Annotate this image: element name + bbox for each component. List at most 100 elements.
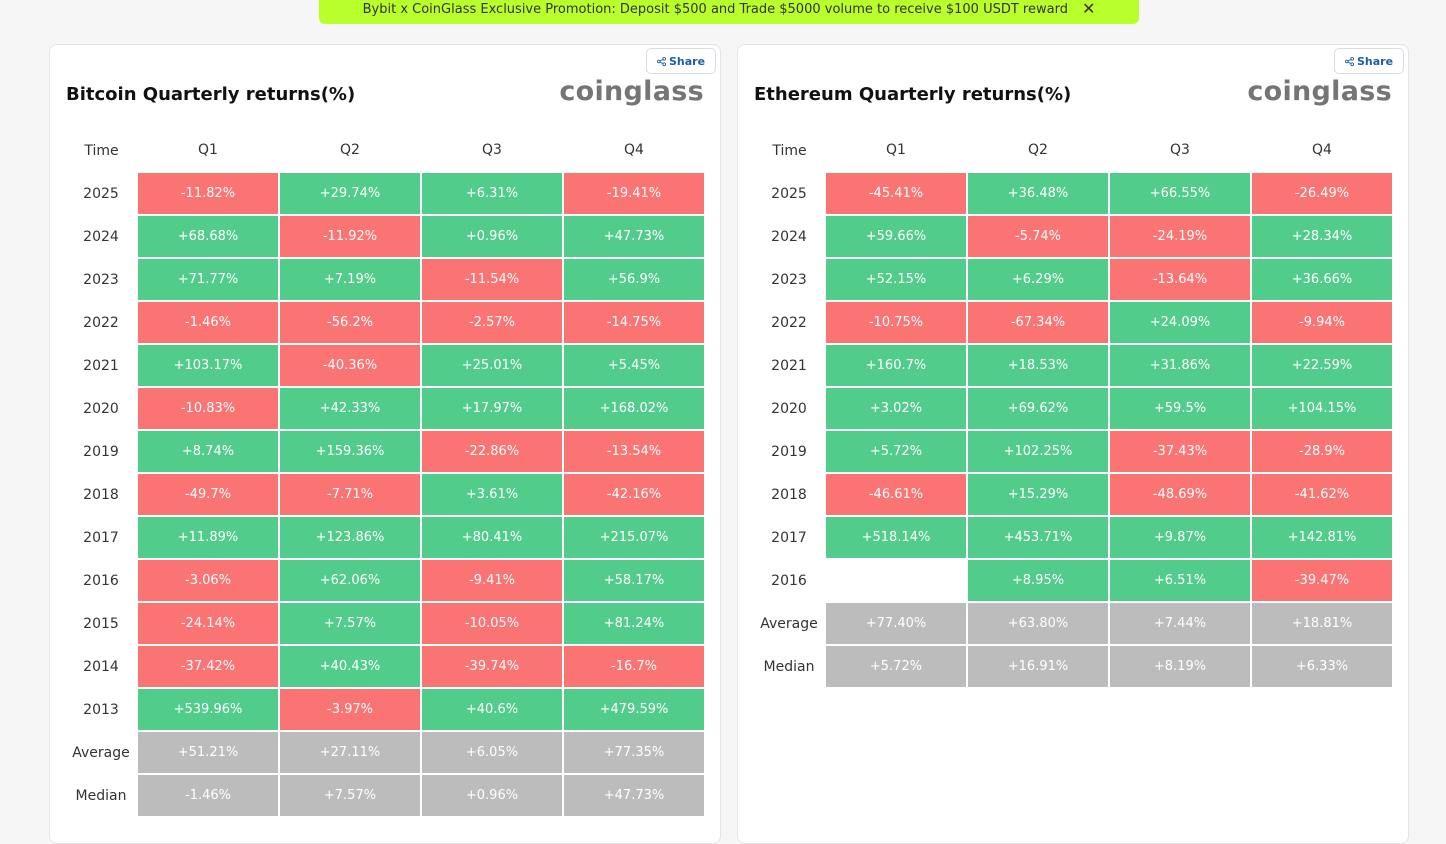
return-cell: -39.47%	[1250, 558, 1394, 603]
return-cell: +6.31%	[420, 171, 564, 216]
return-cell: +5.45%	[562, 343, 706, 388]
quarter-column-header: Q3	[482, 142, 502, 158]
return-cell: +18.81%	[1250, 601, 1394, 646]
row-label: 2016	[83, 572, 119, 589]
row-label: 2018	[83, 486, 119, 503]
return-cell: +159.36%	[278, 429, 422, 474]
row-label: 2019	[771, 443, 807, 460]
return-cell: +5.72%	[824, 644, 968, 689]
time-column-header: Time	[84, 142, 119, 159]
table-row: 2013 +539.96% -3.97% +40.6% +479.59%	[66, 687, 706, 732]
return-cell: -5.74%	[966, 214, 1110, 259]
return-cell: -11.54%	[420, 257, 564, 302]
table-row: 2021 +160.7% +18.53% +31.86% +22.59%	[754, 343, 1394, 388]
table-row: 2023 +71.77% +7.19% -11.54% +56.9%	[66, 257, 706, 302]
table-row: 2022 -1.46% -56.2% -2.57% -14.75%	[66, 300, 706, 345]
return-cell: +27.11%	[278, 730, 422, 775]
table-row: 2019 +8.74% +159.36% -22.86% -13.54%	[66, 429, 706, 474]
table-row: 2019 +5.72% +102.25% -37.43% -28.9%	[754, 429, 1394, 474]
table-row: 2025 -11.82% +29.74% +6.31% -19.41%	[66, 171, 706, 216]
row-label: 2017	[83, 529, 119, 546]
quarter-column-header: Q1	[886, 142, 906, 158]
return-cell: -11.82%	[136, 171, 280, 216]
return-cell: -42.16%	[562, 472, 706, 517]
quarter-column-header: Q2	[340, 142, 360, 158]
return-cell: +518.14%	[824, 515, 968, 560]
row-label: 2018	[771, 486, 807, 503]
return-cell: +0.96%	[420, 214, 564, 259]
table-row: 2018 -46.61% +15.29% -48.69% -41.62%	[754, 472, 1394, 517]
table-title: Bitcoin Quarterly returns(%)	[66, 84, 356, 105]
return-cell: +6.51%	[1108, 558, 1252, 603]
coinglass-logo: coinglass	[559, 76, 704, 107]
return-cell: -37.43%	[1108, 429, 1252, 474]
row-label: 2023	[771, 271, 807, 288]
return-cell: -16.7%	[562, 644, 706, 689]
return-cell: +18.53%	[966, 343, 1110, 388]
quarter-column-header: Q4	[624, 142, 644, 158]
return-cell: +36.48%	[966, 171, 1110, 216]
return-cell: +40.6%	[420, 687, 564, 732]
return-cell: +31.86%	[1108, 343, 1252, 388]
return-cell: +9.87%	[1108, 515, 1252, 560]
return-cell: +123.86%	[278, 515, 422, 560]
return-cell: +51.21%	[136, 730, 280, 775]
return-cell: -1.46%	[136, 773, 280, 818]
return-cell: +36.66%	[1250, 257, 1394, 302]
return-cell: -56.2%	[278, 300, 422, 345]
return-cell: +8.95%	[966, 558, 1110, 603]
return-cell: -28.9%	[1250, 429, 1394, 474]
return-cell: -67.34%	[966, 300, 1110, 345]
return-cell: +81.24%	[562, 601, 706, 646]
return-cell: +47.73%	[562, 773, 706, 818]
row-label: 2022	[771, 314, 807, 331]
return-cell: -22.86%	[420, 429, 564, 474]
return-cell: -14.75%	[562, 300, 706, 345]
return-cell: -49.7%	[136, 472, 280, 517]
return-cell: -10.05%	[420, 601, 564, 646]
quarterly-returns-table: Time Q1 Q2 Q3 Q4 2025 -45.41% +36.48% +66.55% -2…	[754, 129, 1394, 689]
return-cell: -24.19%	[1108, 214, 1252, 259]
table-row: 2018 -49.7% -7.71% +3.61% -42.16%	[66, 472, 706, 517]
share-button[interactable]: Share	[646, 48, 716, 74]
share-button[interactable]: Share	[1334, 48, 1404, 74]
row-label: Median	[763, 658, 815, 675]
return-cell: +479.59%	[562, 687, 706, 732]
row-label: Median	[75, 787, 127, 804]
return-cell: +15.29%	[966, 472, 1110, 517]
table-row: 2016 -3.06% +62.06% -9.41% +58.17%	[66, 558, 706, 603]
return-cell: -39.74%	[420, 644, 564, 689]
return-cell: -46.61%	[824, 472, 968, 517]
return-cell: -45.41%	[824, 171, 968, 216]
promo-banner[interactable]: Bybit x CoinGlass Exclusive Promotion: D…	[319, 0, 1139, 24]
summary-row: Average +77.40% +63.80% +7.44% +18.81%	[754, 601, 1394, 646]
share-label: Share	[1356, 54, 1394, 68]
return-cell: +47.73%	[562, 214, 706, 259]
return-cell: +58.17%	[562, 558, 706, 603]
table-row: 2024 +59.66% -5.74% -24.19% +28.34%	[754, 214, 1394, 259]
return-cell: +3.02%	[824, 386, 968, 431]
return-cell: -10.75%	[824, 300, 968, 345]
row-label: 2021	[83, 357, 119, 374]
summary-row: Median +5.72% +16.91% +8.19% +6.33%	[754, 644, 1394, 689]
close-icon[interactable]: ✕	[1081, 0, 1096, 18]
bitcoin-returns-card: Share Bitcoin Quarterly returns(%) coing…	[49, 44, 721, 844]
return-cell: -7.71%	[278, 472, 422, 517]
return-cell: +8.74%	[136, 429, 280, 474]
share-label: Share	[668, 54, 706, 68]
return-cell: +17.97%	[420, 386, 564, 431]
time-column-header: Time	[772, 142, 807, 159]
table-row: 2020 +3.02% +69.62% +59.5% +104.15%	[754, 386, 1394, 431]
return-cell: +59.66%	[824, 214, 968, 259]
return-cell: +52.15%	[824, 257, 968, 302]
row-label: 2020	[771, 400, 807, 417]
row-label: 2019	[83, 443, 119, 460]
table-row: 2023 +52.15% +6.29% -13.64% +36.66%	[754, 257, 1394, 302]
return-cell: +453.71%	[966, 515, 1110, 560]
return-cell: -9.94%	[1250, 300, 1394, 345]
table-row: 2021 +103.17% -40.36% +25.01% +5.45%	[66, 343, 706, 388]
row-label: 2022	[83, 314, 119, 331]
return-cell: +59.5%	[1108, 386, 1252, 431]
table-title: Ethereum Quarterly returns(%)	[754, 84, 1072, 105]
return-cell: -3.06%	[136, 558, 280, 603]
